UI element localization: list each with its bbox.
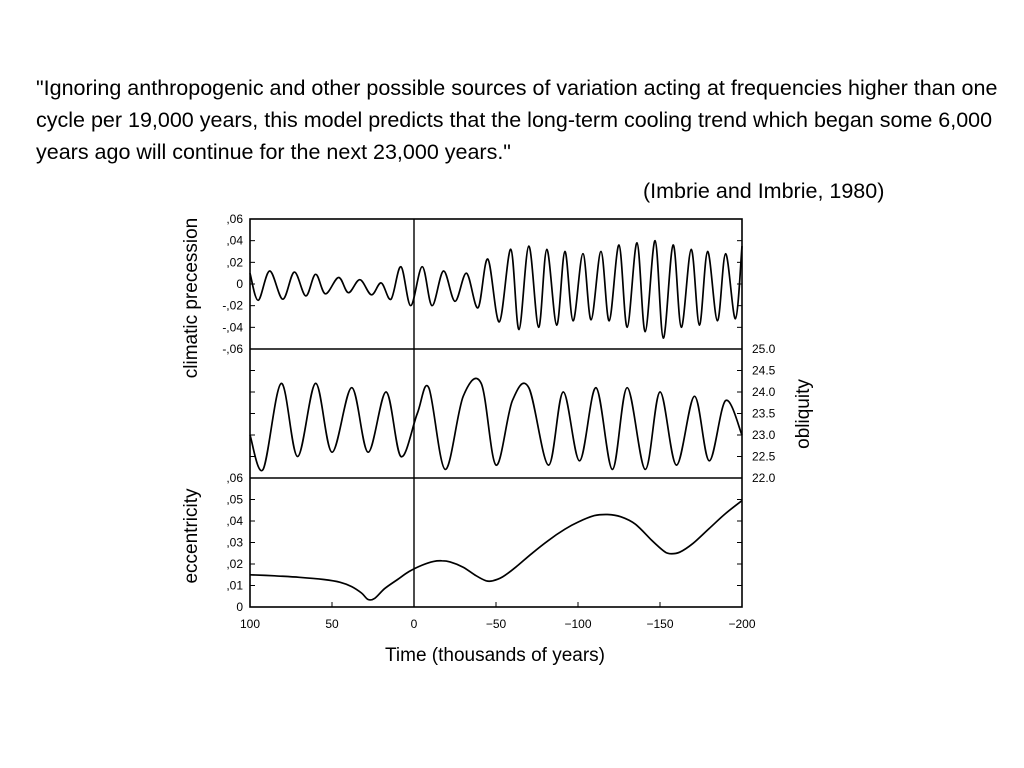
bottom-series-line xyxy=(249,499,743,601)
y-tick-label: 23.5 xyxy=(752,407,776,421)
y-tick-label: -,04 xyxy=(222,320,243,334)
x-tick-label: −100 xyxy=(564,617,591,631)
top-series-line xyxy=(249,239,743,340)
y-tick-label: 25.0 xyxy=(752,342,776,356)
citation-text: (Imbrie and Imbrie, 1980) xyxy=(643,179,885,203)
panel-top: ,06 ,04 ,02 0 -,02 -,04 -,06 climatic precessio… xyxy=(181,212,743,379)
y-tick-label: 0 xyxy=(236,277,243,291)
y-tick-label: 22.5 xyxy=(752,450,776,464)
x-tick-label: 50 xyxy=(325,617,339,631)
y-tick-label: 23.0 xyxy=(752,428,776,442)
panel-bottom: ,06 ,05 ,04 ,03 ,02 ,01 0 eccentricity 100 50 0 −50… xyxy=(181,471,756,631)
y-tick-label: ,05 xyxy=(226,493,243,507)
x-tick-label: −150 xyxy=(646,617,673,631)
y-tick-label: -,06 xyxy=(222,342,243,356)
y-tick-label: -,02 xyxy=(222,299,243,313)
y-axis-title-middle: obliquity xyxy=(793,379,814,449)
x-tick-label: 0 xyxy=(411,617,418,631)
x-tick-label: −200 xyxy=(728,617,755,631)
quote-text: "Ignoring anthropogenic and other possib… xyxy=(36,76,998,164)
y-axis-title-bottom: eccentricity xyxy=(181,488,202,584)
y-tick-label: ,02 xyxy=(226,557,243,571)
y-tick-label: 0 xyxy=(236,600,243,614)
y-tick-label: ,03 xyxy=(226,536,243,550)
chart-panels: ,06 ,04 ,02 0 -,02 -,04 -,06 climatic precessio… xyxy=(181,212,814,631)
x-tick-label: 100 xyxy=(240,617,260,631)
y-tick-label: ,04 xyxy=(226,514,243,528)
y-tick-label: ,04 xyxy=(226,234,243,248)
y-tick-label: 24.0 xyxy=(752,385,776,399)
x-axis-title: Time (thousands of years) xyxy=(385,645,605,666)
y-tick-label: 22.0 xyxy=(752,471,776,485)
x-tick-label: −50 xyxy=(486,617,507,631)
panel-middle: 25.0 24.5 24.0 23.5 23.0 22.5 22.0 obliquity xyxy=(249,342,814,485)
y-tick-label: ,06 xyxy=(226,212,243,226)
y-tick-label: ,06 xyxy=(226,471,243,485)
y-tick-label: ,02 xyxy=(226,255,243,269)
y-axis-title-top: climatic precession xyxy=(181,218,202,379)
middle-series-line xyxy=(249,377,743,472)
y-tick-label: ,01 xyxy=(226,579,243,593)
y-tick-label: 24.5 xyxy=(752,364,776,378)
